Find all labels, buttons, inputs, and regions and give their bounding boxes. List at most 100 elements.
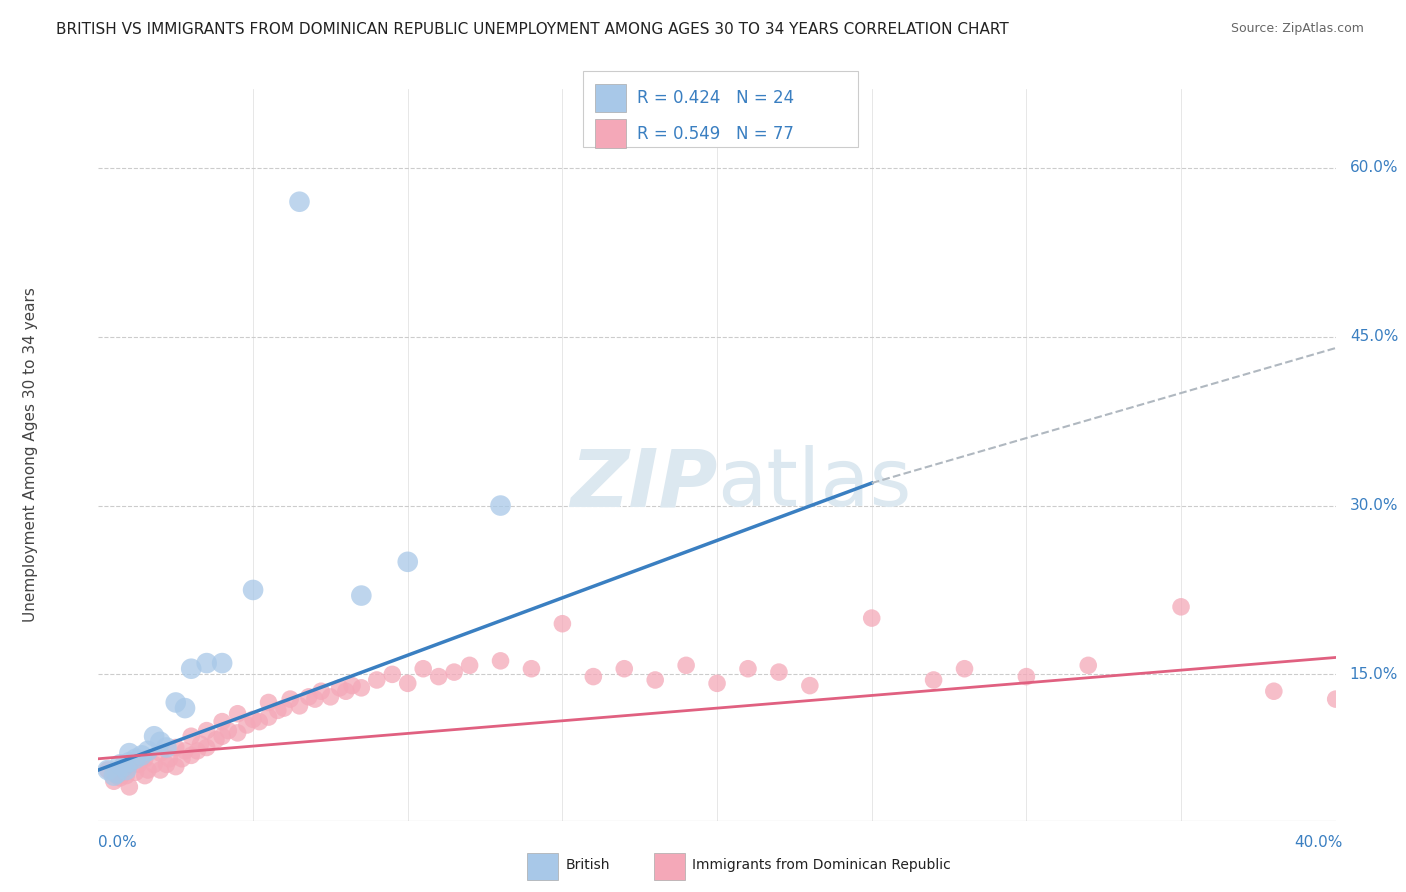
Point bbox=[108, 771, 131, 785]
Point bbox=[124, 765, 146, 780]
Point bbox=[1263, 684, 1285, 698]
Point bbox=[174, 744, 197, 758]
Point bbox=[149, 746, 172, 760]
Point bbox=[97, 763, 120, 777]
Point bbox=[186, 744, 208, 758]
Point bbox=[257, 696, 280, 710]
Text: BRITISH VS IMMIGRANTS FROM DOMINICAN REPUBLIC UNEMPLOYMENT AMONG AGES 30 TO 34 Y: BRITISH VS IMMIGRANTS FROM DOMINICAN REP… bbox=[56, 22, 1010, 37]
Point bbox=[217, 723, 239, 738]
Text: 45.0%: 45.0% bbox=[1350, 329, 1398, 344]
Point bbox=[242, 712, 264, 726]
Point bbox=[350, 589, 373, 603]
Point bbox=[155, 740, 177, 755]
Point bbox=[278, 692, 301, 706]
Point bbox=[115, 769, 138, 783]
Point bbox=[103, 774, 125, 789]
Point bbox=[165, 696, 187, 710]
Point bbox=[242, 582, 264, 597]
Point bbox=[489, 499, 512, 513]
Text: atlas: atlas bbox=[717, 445, 911, 524]
Point bbox=[118, 759, 141, 773]
Point bbox=[118, 780, 141, 794]
Point bbox=[97, 763, 120, 777]
Point bbox=[860, 611, 883, 625]
Point bbox=[443, 665, 465, 679]
Point bbox=[309, 684, 332, 698]
Point bbox=[174, 701, 197, 715]
Point bbox=[458, 658, 481, 673]
Point bbox=[412, 662, 434, 676]
Point bbox=[489, 654, 512, 668]
Text: R = 0.424   N = 24: R = 0.424 N = 24 bbox=[637, 89, 794, 107]
Point bbox=[737, 662, 759, 676]
Point bbox=[247, 714, 270, 729]
Point bbox=[319, 690, 342, 704]
Point bbox=[304, 692, 326, 706]
Point bbox=[520, 662, 543, 676]
Point bbox=[922, 673, 945, 687]
Point bbox=[706, 676, 728, 690]
Point bbox=[288, 698, 311, 713]
Point bbox=[350, 681, 373, 695]
Point bbox=[236, 718, 259, 732]
Point bbox=[1170, 599, 1192, 614]
Point bbox=[211, 714, 233, 729]
Point bbox=[112, 763, 135, 777]
Point bbox=[768, 665, 790, 679]
Point bbox=[103, 769, 125, 783]
Point bbox=[143, 729, 166, 743]
Point bbox=[257, 710, 280, 724]
Point bbox=[134, 769, 156, 783]
Point bbox=[159, 752, 181, 766]
Point bbox=[613, 662, 636, 676]
Point bbox=[165, 759, 187, 773]
Point bbox=[149, 735, 172, 749]
Point bbox=[180, 748, 202, 763]
Point bbox=[205, 732, 228, 747]
Point bbox=[273, 701, 295, 715]
Point bbox=[427, 670, 450, 684]
Point bbox=[128, 757, 150, 772]
Point bbox=[329, 681, 352, 695]
Point bbox=[180, 662, 202, 676]
Text: Immigrants from Dominican Republic: Immigrants from Dominican Republic bbox=[692, 858, 950, 872]
Point bbox=[190, 737, 212, 751]
Point bbox=[267, 703, 290, 717]
Point bbox=[195, 656, 218, 670]
Point bbox=[396, 676, 419, 690]
Text: ZIP: ZIP bbox=[569, 445, 717, 524]
Point bbox=[1324, 692, 1347, 706]
Point bbox=[118, 746, 141, 760]
Point bbox=[551, 616, 574, 631]
Text: Source: ZipAtlas.com: Source: ZipAtlas.com bbox=[1230, 22, 1364, 36]
Point bbox=[381, 667, 404, 681]
Text: R = 0.549   N = 77: R = 0.549 N = 77 bbox=[637, 125, 794, 143]
Point bbox=[675, 658, 697, 673]
Point bbox=[105, 766, 128, 780]
Point bbox=[124, 752, 146, 766]
Point bbox=[155, 757, 177, 772]
Point bbox=[340, 679, 363, 693]
Point bbox=[953, 662, 976, 676]
Point bbox=[170, 752, 193, 766]
Text: British: British bbox=[565, 858, 610, 872]
Text: 30.0%: 30.0% bbox=[1350, 498, 1398, 513]
Point bbox=[366, 673, 388, 687]
Text: Unemployment Among Ages 30 to 34 years: Unemployment Among Ages 30 to 34 years bbox=[24, 287, 38, 623]
Point bbox=[136, 744, 159, 758]
Point bbox=[211, 729, 233, 743]
Point bbox=[115, 763, 138, 777]
Point bbox=[582, 670, 605, 684]
Point bbox=[226, 726, 249, 740]
Point bbox=[644, 673, 666, 687]
Point bbox=[195, 740, 218, 755]
Point bbox=[112, 759, 135, 773]
Point bbox=[298, 690, 321, 704]
Point bbox=[108, 757, 131, 772]
Point bbox=[195, 723, 218, 738]
Text: 0.0%: 0.0% bbox=[98, 836, 138, 850]
Point bbox=[134, 752, 156, 766]
Point bbox=[396, 555, 419, 569]
Point bbox=[211, 656, 233, 670]
Point bbox=[149, 763, 172, 777]
